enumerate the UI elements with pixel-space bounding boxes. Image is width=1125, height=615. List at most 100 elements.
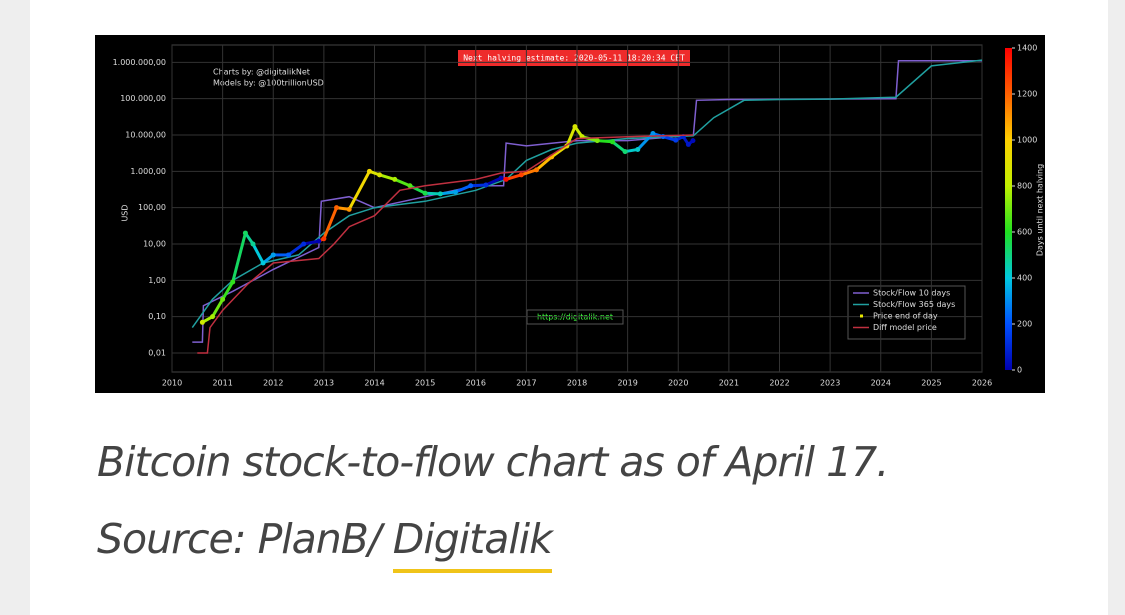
price-point (673, 137, 679, 143)
price-segment (565, 126, 577, 147)
price-point (594, 138, 600, 144)
x-tick-label: 2011 (212, 379, 232, 388)
price-point (230, 279, 236, 285)
x-tick-label: 2017 (516, 379, 536, 388)
price-point (260, 260, 266, 266)
y-tick-label: 0,01 (148, 349, 166, 358)
y-tick-label: 1.000.000,00 (113, 58, 166, 67)
annotation: Charts by: @digitalikNet (213, 68, 310, 77)
price-point (453, 189, 458, 195)
x-tick-label: 2015 (415, 379, 435, 388)
price-point (483, 182, 489, 188)
price-segment (535, 155, 553, 171)
price-point (503, 176, 509, 182)
chart-title: Next halving estimate: 2020-05-11 18:20:… (463, 54, 685, 63)
price-point (468, 183, 474, 189)
price-point (346, 206, 352, 212)
price-point (270, 252, 276, 258)
price-segment (409, 184, 426, 195)
price-point (334, 205, 340, 211)
price-point (407, 183, 413, 189)
price-segment (379, 173, 396, 181)
y-tick-label: 1.000,00 (130, 167, 166, 176)
price-point (422, 190, 428, 196)
price-point (250, 241, 256, 247)
colorbar-tick-label: 0 (1017, 366, 1022, 375)
x-tick-label: 2024 (871, 379, 891, 388)
price-segment (303, 239, 320, 246)
y-tick-label: 100.000,00 (120, 94, 166, 103)
price-segment (485, 176, 502, 187)
price-point (366, 168, 372, 174)
x-tick-label: 2026 (972, 379, 992, 388)
colorbar-tick-label: 1000 (1017, 136, 1037, 145)
y-axis-label: USD (121, 204, 130, 221)
legend-swatch (860, 314, 863, 318)
colorbar-tick-label: 600 (1017, 228, 1032, 237)
x-tick-label: 2023 (820, 379, 840, 388)
price-point (377, 172, 383, 178)
chart: Next halving estimate: 2020-05-11 18:20:… (95, 35, 1045, 393)
x-tick-label: 2020 (668, 379, 688, 388)
colorbar-tick-label: 800 (1017, 182, 1032, 191)
x-tick-label: 2014 (364, 379, 384, 388)
x-tick-label: 2019 (617, 379, 637, 388)
legend-label: Price end of day (873, 312, 938, 321)
price-segment (211, 298, 224, 318)
price-point (498, 175, 504, 181)
price-point (690, 138, 696, 144)
price-segment (520, 168, 537, 177)
colorbar-label: Days until next halving (1036, 164, 1045, 256)
price-point (635, 146, 641, 152)
price-point (437, 191, 443, 197)
price-point (242, 230, 248, 236)
x-tick-label: 2018 (567, 379, 587, 388)
x-tick-label: 2010 (162, 379, 182, 388)
price-segment (394, 178, 411, 188)
price-point (660, 134, 666, 140)
x-tick-label: 2013 (314, 379, 334, 388)
price-point (609, 139, 615, 145)
price-point (301, 241, 307, 247)
colorbar (1005, 48, 1012, 370)
price-point (316, 238, 322, 244)
price-segment (550, 144, 568, 159)
price-point (220, 296, 226, 302)
price-point (685, 141, 691, 147)
x-tick-label: 2022 (769, 379, 789, 388)
price-segment (611, 140, 627, 153)
price-point (321, 236, 327, 242)
price-segment (221, 281, 235, 301)
colorbar-tick-label: 1200 (1017, 90, 1037, 99)
y-tick-label: 0,10 (148, 312, 166, 321)
price-segment (231, 232, 247, 283)
series-line (191, 59, 983, 329)
annotation: Models by: @100trillionUSD (213, 79, 324, 88)
price-segment (470, 183, 486, 188)
series-line (197, 134, 694, 354)
source-link[interactable]: Digitalik (392, 515, 553, 573)
legend-label: Stock/Flow 10 days (873, 289, 950, 298)
price-point (622, 149, 628, 155)
price-point (285, 252, 291, 258)
price-segment (440, 190, 456, 196)
y-tick-label: 10.000,00 (125, 131, 166, 140)
price-point (199, 319, 205, 325)
price-segment (505, 173, 522, 181)
price-point (534, 167, 539, 173)
price-segment (347, 170, 371, 211)
price-point (518, 172, 524, 178)
price-point (572, 124, 578, 130)
x-tick-label: 2021 (719, 379, 739, 388)
y-tick-label: 100,00 (138, 203, 166, 212)
price-segment (322, 207, 338, 240)
x-tick-label: 2016 (466, 379, 486, 388)
caption: Bitcoin stock-to-flow chart as of April … (97, 438, 889, 486)
price-segment (425, 191, 441, 196)
caption-source: Source: PlanB/ Digitalik (97, 515, 553, 573)
source-text: Source: PlanB/ (97, 515, 382, 563)
price-segment (287, 242, 305, 257)
y-tick-label: 1,00 (148, 276, 166, 285)
price-point (392, 176, 398, 182)
